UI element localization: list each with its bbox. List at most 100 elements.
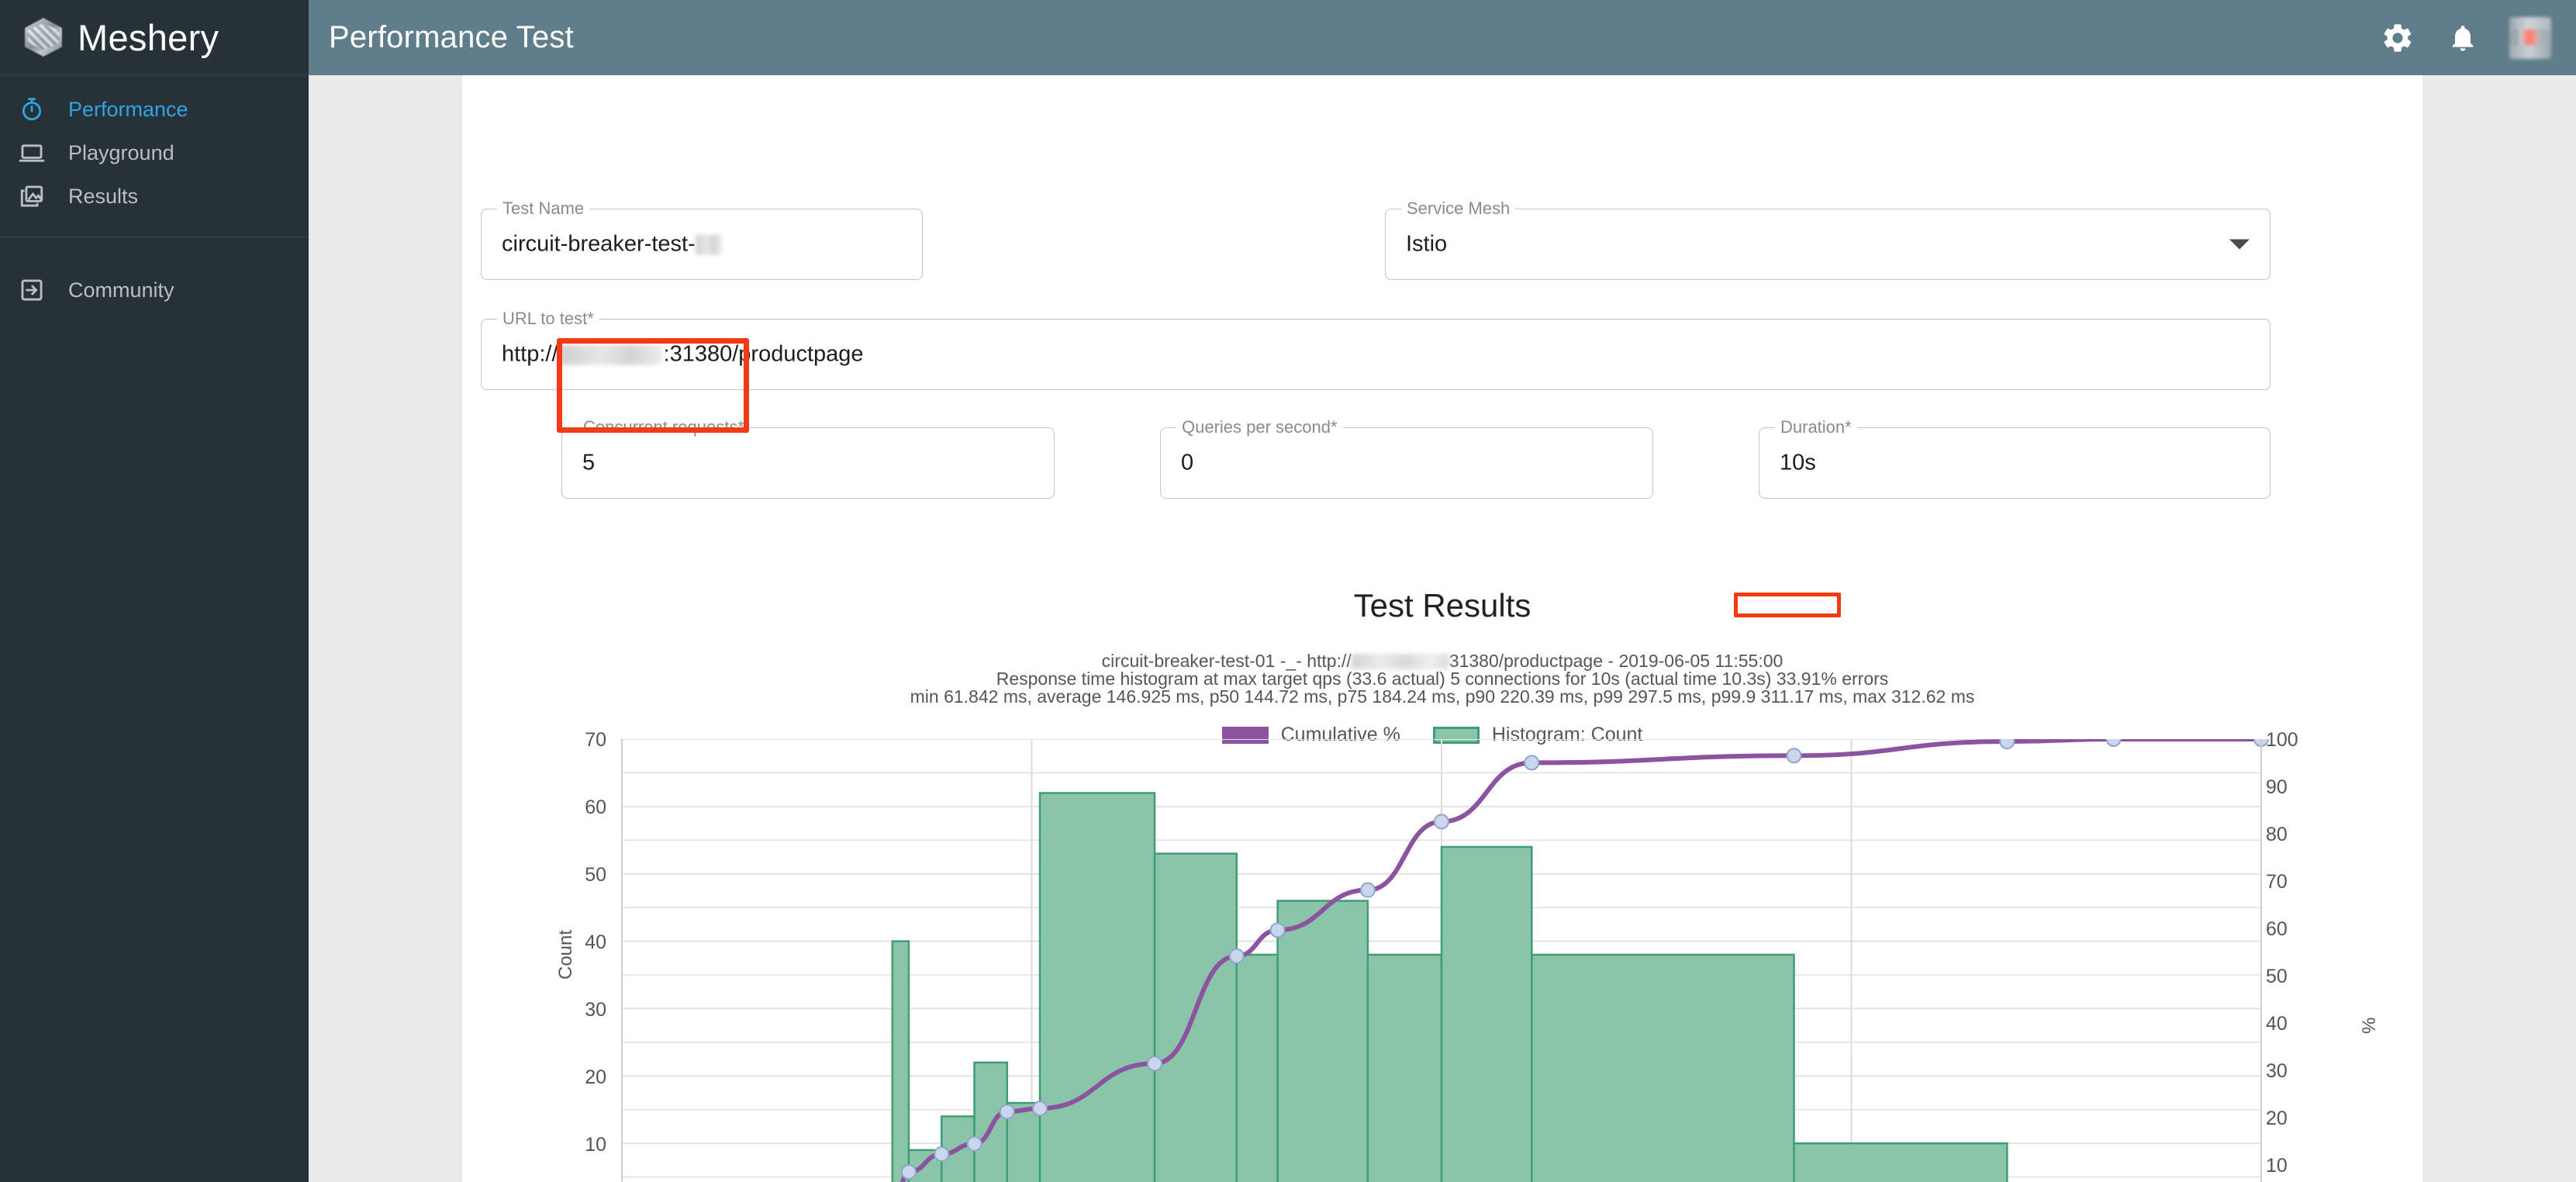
test-name-value: circuit-breaker-test- bbox=[502, 232, 722, 257]
response-time-histogram-chart: Count % 70 60 50 40 30 20 10 0 100 90 80… bbox=[462, 729, 2422, 1182]
cumulative-point-marker[interactable] bbox=[1032, 1101, 1048, 1117]
chart-plot-area bbox=[621, 731, 2269, 1182]
y2-tick-70: 70 bbox=[2266, 871, 2288, 893]
chart-y-axis-label: Count bbox=[555, 929, 576, 980]
sign-in-arrow-icon bbox=[19, 276, 54, 304]
concurrent-requests-label: Concurrent requests* bbox=[578, 417, 750, 437]
histogram-bar[interactable] bbox=[973, 1061, 1009, 1182]
sidebar: Meshery Performance bbox=[0, 0, 309, 1182]
page-title: Performance Test bbox=[329, 20, 574, 54]
y-tick-70: 70 bbox=[585, 729, 606, 751]
histogram-bar[interactable] bbox=[1793, 1142, 2008, 1182]
sidebar-item-label: Results bbox=[68, 184, 139, 208]
histogram-bar[interactable] bbox=[1038, 792, 1156, 1182]
sidebar-item-playground[interactable]: Playground bbox=[0, 131, 309, 175]
y-tick-40: 40 bbox=[585, 931, 606, 953]
y2-tick-20: 20 bbox=[2266, 1108, 2288, 1129]
sidebar-item-performance[interactable]: Performance bbox=[0, 88, 309, 131]
cumulative-point-marker[interactable] bbox=[1999, 734, 2015, 750]
user-avatar[interactable] bbox=[2509, 16, 2551, 59]
redacted-host bbox=[1351, 654, 1449, 669]
results-caption-line-3: min 61.842 ms, average 146.925 ms, p50 1… bbox=[910, 686, 1975, 707]
stopwatch-icon bbox=[19, 95, 54, 123]
test-name-field[interactable]: Test Name circuit-breaker-test- bbox=[481, 199, 923, 280]
y2-tick-30: 30 bbox=[2266, 1060, 2288, 1082]
redacted-suffix bbox=[695, 234, 722, 254]
y-tick-30: 30 bbox=[585, 999, 606, 1021]
url-to-test-value: http:// :31380/productpage bbox=[502, 341, 864, 367]
concurrent-requests-value: 5 bbox=[582, 450, 596, 475]
laptop-icon bbox=[19, 139, 54, 167]
cumulative-point-marker[interactable] bbox=[1269, 922, 1286, 938]
chevron-down-icon[interactable] bbox=[2229, 239, 2250, 250]
legend-label-cumulative[interactable]: Cumulative % bbox=[1280, 724, 1400, 745]
sidebar-group-main: Performance Playground bbox=[0, 75, 309, 237]
y2-tick-40: 40 bbox=[2266, 1013, 2288, 1035]
y2-tick-90: 90 bbox=[2266, 776, 2288, 798]
sidebar-item-label: Community bbox=[68, 278, 174, 302]
sidebar-item-label: Playground bbox=[68, 140, 174, 164]
queries-per-second-field[interactable]: Queries per second* 0 bbox=[1160, 417, 1653, 499]
url-to-test-label: URL to test* bbox=[497, 309, 599, 329]
histogram-bar[interactable] bbox=[1276, 900, 1369, 1182]
sidebar-item-community[interactable]: Community bbox=[0, 268, 309, 312]
meshery-cube-logo-icon bbox=[23, 17, 64, 57]
histogram-bar[interactable] bbox=[1366, 953, 1443, 1182]
duration-field[interactable]: Duration* 10s bbox=[1759, 417, 2270, 499]
redacted-host bbox=[559, 344, 662, 365]
cumulative-point-marker[interactable] bbox=[1786, 748, 1802, 764]
histogram-bar[interactable] bbox=[1153, 852, 1238, 1182]
cumulative-point-marker[interactable] bbox=[2105, 731, 2122, 747]
cumulative-point-marker[interactable] bbox=[1524, 755, 1540, 771]
legend-label-histogram[interactable]: Histogram: Count bbox=[1491, 724, 1643, 745]
brand[interactable]: Meshery bbox=[0, 0, 309, 75]
service-mesh-label: Service Mesh bbox=[1401, 199, 1516, 219]
queries-per-second-value: 0 bbox=[1181, 450, 1194, 475]
y-tick-10: 10 bbox=[585, 1134, 606, 1156]
results-caption-line-1: circuit-breaker-test-01 -_- http://31380… bbox=[1101, 651, 1784, 671]
cumulative-point-marker[interactable] bbox=[999, 1104, 1015, 1120]
chart-bars bbox=[891, 792, 2008, 1182]
bell-icon[interactable] bbox=[2440, 15, 2486, 61]
cumulative-point-marker[interactable] bbox=[934, 1146, 950, 1163]
histogram-bar[interactable] bbox=[1531, 953, 1795, 1182]
cumulative-point-marker[interactable] bbox=[900, 1164, 917, 1180]
url-to-test-field[interactable]: URL to test* http:// :31380/productpage bbox=[481, 309, 2270, 390]
y-tick-50: 50 bbox=[585, 864, 606, 886]
cumulative-point-marker[interactable] bbox=[966, 1135, 982, 1152]
y2-tick-100: 100 bbox=[2266, 729, 2298, 751]
brand-title: Meshery bbox=[78, 16, 219, 58]
results-heading: Test Results bbox=[1353, 587, 1531, 624]
image-stack-icon bbox=[19, 182, 54, 210]
chart-y2-axis-label: % bbox=[2359, 1017, 2380, 1034]
y-tick-60: 60 bbox=[585, 797, 606, 818]
cumulative-point-marker[interactable] bbox=[1228, 948, 1245, 964]
service-mesh-value: Istio bbox=[1406, 231, 1448, 257]
test-name-label: Test Name bbox=[497, 199, 590, 219]
performance-test-card: Test Name circuit-breaker-test- Service … bbox=[462, 75, 2422, 1182]
top-bar-actions bbox=[2356, 15, 2576, 61]
sidebar-item-results[interactable]: Results bbox=[0, 175, 309, 218]
histogram-bar[interactable] bbox=[1440, 845, 1533, 1182]
sidebar-group-secondary: Community bbox=[0, 237, 309, 330]
top-app-bar: Performance Test bbox=[309, 0, 2576, 75]
service-mesh-select[interactable]: Service Mesh Istio bbox=[1385, 199, 2270, 280]
y2-tick-60: 60 bbox=[2266, 918, 2288, 940]
duration-label: Duration* bbox=[1775, 417, 1857, 437]
results-caption-line-2: Response time histogram at max target qp… bbox=[996, 669, 1889, 689]
y-tick-20: 20 bbox=[585, 1066, 606, 1088]
histogram-bar[interactable] bbox=[1235, 953, 1279, 1182]
y2-tick-10: 10 bbox=[2266, 1155, 2288, 1177]
histogram-bar[interactable] bbox=[891, 940, 910, 1182]
concurrent-requests-field[interactable]: Concurrent requests* 5 bbox=[561, 417, 1055, 499]
y2-tick-50: 50 bbox=[2266, 966, 2288, 987]
gear-icon[interactable] bbox=[2374, 15, 2421, 61]
cumulative-point-marker[interactable] bbox=[1434, 814, 1449, 830]
queries-per-second-label: Queries per second* bbox=[1176, 417, 1343, 437]
duration-value: 10s bbox=[1780, 450, 1816, 475]
y2-tick-80: 80 bbox=[2266, 824, 2288, 845]
cumulative-point-marker[interactable] bbox=[1147, 1056, 1163, 1072]
sidebar-item-label: Performance bbox=[68, 97, 188, 121]
cumulative-point-marker[interactable] bbox=[1359, 882, 1376, 898]
